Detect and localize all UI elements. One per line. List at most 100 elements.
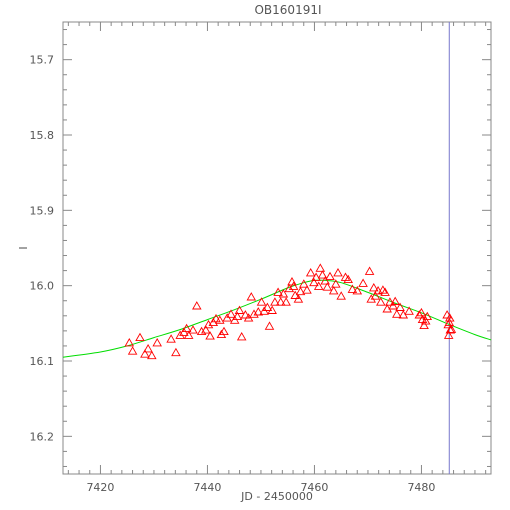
data-point bbox=[322, 282, 333, 291]
x-axis-label: JD - 2450000 bbox=[240, 490, 313, 503]
data-point bbox=[219, 326, 229, 336]
data-point bbox=[256, 297, 267, 306]
data-point bbox=[281, 297, 291, 306]
data-point bbox=[264, 321, 275, 330]
data-point bbox=[313, 281, 324, 290]
data-point bbox=[215, 315, 225, 324]
data-point bbox=[331, 279, 341, 288]
data-point bbox=[420, 316, 431, 325]
data-point bbox=[273, 287, 283, 296]
data-point bbox=[443, 330, 454, 339]
data-point bbox=[267, 305, 277, 314]
data-point bbox=[262, 302, 273, 311]
data-point bbox=[369, 282, 379, 292]
data-point bbox=[226, 309, 236, 318]
data-point bbox=[293, 294, 304, 303]
data-point bbox=[419, 320, 429, 330]
data-point bbox=[320, 276, 330, 285]
data-point bbox=[249, 309, 259, 318]
data-point bbox=[416, 307, 427, 317]
data-point bbox=[366, 294, 376, 303]
data-point bbox=[392, 309, 402, 318]
data-point bbox=[309, 277, 319, 287]
data-point bbox=[236, 331, 247, 341]
data-point bbox=[445, 325, 456, 334]
y-axis: 15.7 15.8 15.9 16.0 16.1 16.2 bbox=[30, 29, 491, 467]
data-point bbox=[317, 270, 328, 279]
y-axis-label: I bbox=[17, 246, 30, 249]
data-point bbox=[395, 302, 405, 311]
data-point bbox=[340, 272, 351, 281]
data-point bbox=[152, 337, 162, 347]
data-point bbox=[232, 311, 243, 321]
x-tick-label: 7420 bbox=[86, 481, 114, 494]
chart-title: OB160191I bbox=[254, 3, 321, 17]
data-point bbox=[311, 272, 321, 281]
data-point bbox=[390, 296, 400, 305]
data-point bbox=[216, 329, 227, 339]
data-point bbox=[201, 325, 211, 334]
x-tick-label: 7440 bbox=[193, 481, 221, 494]
data-point bbox=[315, 263, 326, 272]
data-point bbox=[364, 266, 375, 275]
data-point bbox=[305, 267, 316, 277]
y-tick-label: 15.8 bbox=[30, 129, 55, 142]
data-point bbox=[385, 297, 395, 306]
data-point bbox=[175, 330, 185, 339]
data-point bbox=[302, 285, 312, 294]
data-point bbox=[135, 332, 145, 342]
x-tick-label: 7480 bbox=[407, 481, 435, 494]
data-point bbox=[188, 325, 198, 334]
data-point bbox=[444, 317, 455, 327]
data-point bbox=[352, 285, 363, 295]
data-point bbox=[404, 306, 414, 315]
data-point bbox=[275, 297, 286, 306]
data-point bbox=[445, 313, 455, 322]
data-point bbox=[171, 347, 181, 357]
data-point bbox=[183, 330, 194, 339]
model-curve bbox=[62, 279, 492, 358]
data-point bbox=[370, 291, 381, 300]
data-point bbox=[295, 286, 306, 296]
data-point bbox=[253, 307, 264, 316]
data-point bbox=[414, 310, 425, 319]
data-point bbox=[127, 346, 138, 355]
y-tick-label: 16.0 bbox=[30, 280, 55, 293]
data-point bbox=[270, 297, 280, 306]
data-point bbox=[140, 349, 150, 358]
data-point bbox=[380, 287, 390, 296]
x-tick-label: 7460 bbox=[300, 481, 328, 494]
data-point bbox=[147, 350, 157, 360]
data-point bbox=[192, 301, 202, 310]
data-point bbox=[336, 291, 346, 300]
y-tick-label: 15.9 bbox=[30, 204, 55, 217]
data-point bbox=[143, 343, 153, 353]
data-point bbox=[205, 331, 215, 340]
data-point bbox=[325, 271, 335, 281]
y-tick-label: 16.2 bbox=[30, 430, 55, 443]
data-point bbox=[288, 281, 299, 290]
data-point bbox=[378, 285, 388, 294]
data-point bbox=[299, 279, 309, 288]
data-point bbox=[166, 334, 176, 343]
plot-area bbox=[62, 22, 492, 474]
data-point bbox=[181, 323, 192, 333]
y-tick-label: 16.1 bbox=[30, 355, 55, 368]
data-point bbox=[211, 313, 221, 323]
data-point bbox=[382, 304, 392, 313]
data-point bbox=[234, 305, 245, 314]
data-point bbox=[196, 326, 207, 336]
data-point bbox=[343, 274, 353, 284]
data-point bbox=[333, 267, 343, 277]
data-point bbox=[284, 283, 295, 293]
data-point bbox=[328, 285, 339, 295]
data-point bbox=[278, 289, 289, 298]
data-point bbox=[422, 311, 433, 321]
y-tick-label: 15.7 bbox=[30, 54, 55, 67]
data-point bbox=[240, 310, 251, 319]
data-point bbox=[388, 301, 398, 310]
data-point bbox=[446, 324, 457, 333]
data-point bbox=[358, 278, 368, 287]
plot-frame bbox=[62, 21, 492, 475]
